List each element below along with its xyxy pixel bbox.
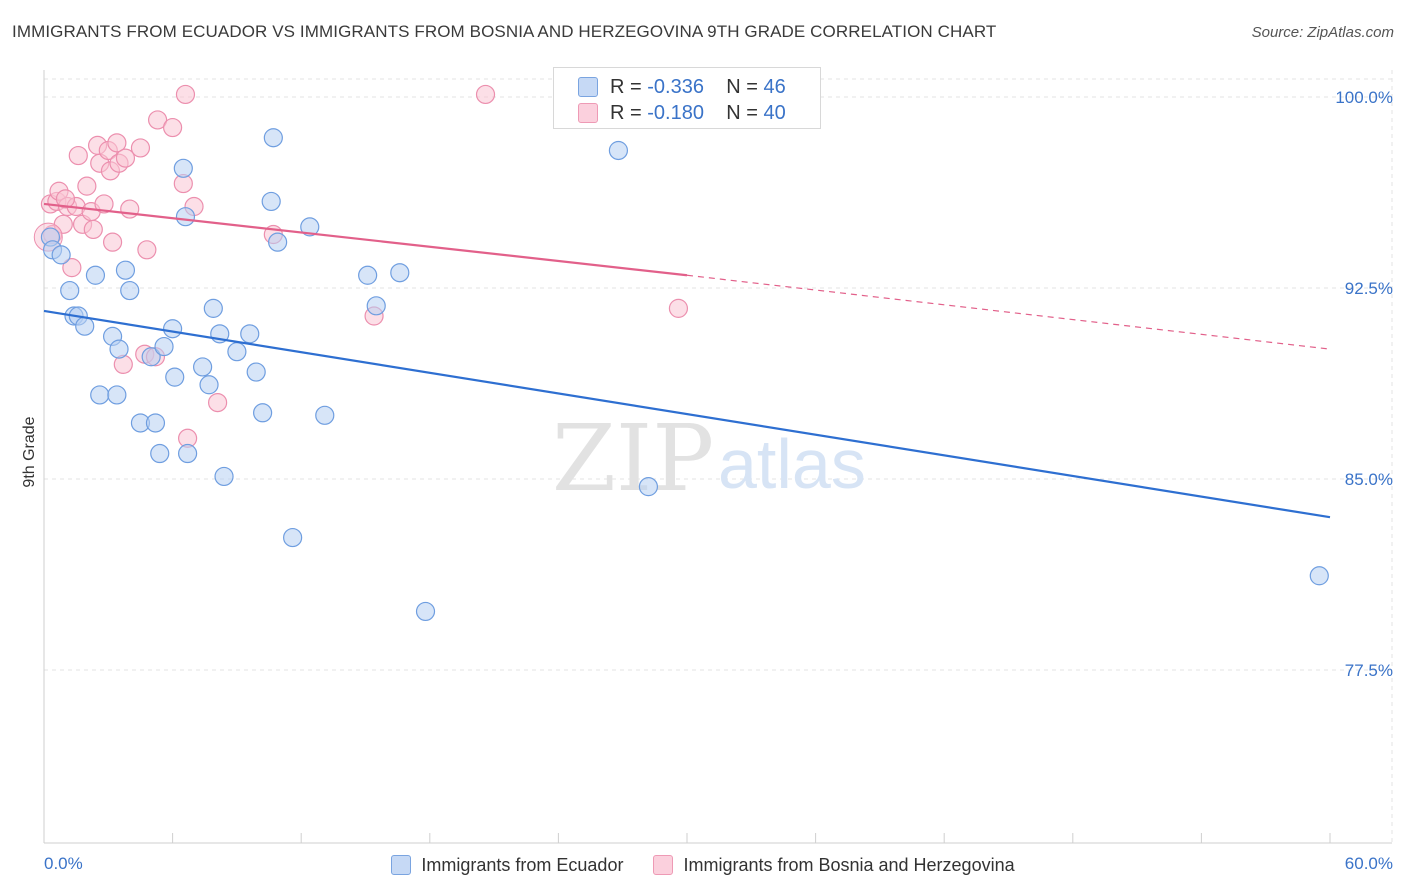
watermark-atlas: atlas — [718, 425, 866, 503]
bosnia-trend-extension — [686, 274, 1331, 350]
ecuador-point-40 — [390, 263, 410, 283]
ecuador-point-27 — [214, 466, 234, 487]
bosnia-point-15 — [94, 194, 114, 214]
legend-swatch-bosnia — [653, 855, 674, 875]
bosnia-point-12 — [83, 219, 103, 240]
x-tick-label-1: 60.0% — [1345, 854, 1393, 873]
ecuador-point-13 — [120, 280, 140, 301]
bosnia-point-8 — [68, 145, 88, 166]
ecuador-point-35 — [283, 527, 303, 548]
watermark: ZIP atlas — [552, 405, 866, 512]
ecuador-point-36 — [300, 217, 320, 237]
bosnia-point-19 — [107, 133, 127, 153]
ecuador-point-12 — [115, 260, 136, 280]
ecuador-point-7 — [85, 265, 106, 285]
legend-swatch-ecuador — [391, 855, 412, 875]
ecuador-point-11 — [109, 339, 129, 359]
ecuador-point-44 — [1309, 566, 1329, 586]
bosnia-point-36 — [475, 84, 496, 105]
ecuador-point-29 — [240, 324, 260, 344]
ecuador-point-10 — [107, 385, 127, 405]
legend-item-ecuador[interactable]: Immigrants from Ecuador — [391, 855, 623, 876]
ecuador-point-33 — [263, 128, 283, 148]
stats-text-ecuador: R = -0.336 N = 46 — [610, 75, 786, 98]
source-label: Source: — [1251, 24, 1304, 41]
ecuador-point-34 — [268, 232, 288, 252]
y-tick-label-1: 85.0% — [1345, 470, 1393, 489]
ecuador-point-31 — [253, 403, 273, 423]
y-tick-label-2: 92.5% — [1345, 279, 1393, 298]
y-axis-label: 9th Grade — [21, 416, 38, 487]
ecuador-point-21 — [175, 207, 196, 227]
ecuador-point-19 — [163, 319, 183, 339]
ecuador-point-43 — [638, 477, 659, 497]
bosnia-trend-line — [43, 202, 688, 277]
y-tick-label-0: 77.5% — [1345, 661, 1393, 680]
bosnia-point-28 — [163, 117, 183, 138]
ecuador-point-39 — [366, 296, 386, 316]
bosnia-point-18 — [102, 232, 123, 252]
ecuador-point-18 — [154, 336, 174, 357]
bosnia-point-23 — [120, 199, 140, 219]
bosnia-point-22 — [115, 148, 136, 168]
bottom-legend: Immigrants from Ecuador Immigrants from … — [0, 851, 1406, 879]
source-attribution: Source: ZipAtlas.com — [1252, 24, 1394, 41]
stats-text-bosnia: R = -0.180 N = 40 — [610, 101, 786, 124]
bosnia-point-26 — [137, 240, 157, 260]
ecuador-point-17 — [150, 443, 170, 464]
bosnia-swatch — [578, 103, 598, 123]
bosnia-point-37 — [668, 298, 689, 318]
ecuador-point-25 — [203, 298, 223, 318]
ecuador-point-2 — [51, 245, 71, 265]
stats-row-bosnia: R = -0.180 N = 40 — [578, 100, 786, 126]
ecuador-point-28 — [227, 342, 247, 362]
ecuador-point-24 — [199, 375, 219, 395]
y-tick-label-3: 100.0% — [1335, 88, 1393, 107]
x-tick-label-0: 0.0% — [44, 854, 83, 873]
legend-label-ecuador: Immigrants from Ecuador — [421, 854, 624, 875]
legend-item-bosnia[interactable]: Immigrants from Bosnia and Herzegovina — [653, 854, 1015, 876]
ecuador-point-20 — [165, 367, 185, 387]
ecuador-r-value: -0.336 — [647, 75, 704, 98]
ecuador-point-22 — [178, 443, 198, 464]
bosnia-n-value: 40 — [763, 101, 786, 124]
ecuador-trend-line — [43, 309, 1331, 519]
bosnia-point-24 — [130, 138, 151, 158]
bosnia-point-30 — [175, 84, 196, 105]
watermark-zip: ZIP — [552, 405, 714, 512]
ecuador-point-45 — [173, 158, 193, 178]
bosnia-point-6 — [62, 258, 82, 278]
ecuador-points — [40, 128, 1329, 622]
bosnia-r-value: -0.180 — [647, 101, 704, 124]
ecuador-point-3 — [60, 280, 80, 301]
bosnia-point-39 — [55, 189, 76, 209]
bosnia-point-27 — [147, 110, 168, 130]
ecuador-point-16 — [145, 413, 166, 433]
ecuador-point-32 — [261, 191, 281, 212]
ecuador-point-30 — [246, 362, 266, 382]
bosnia-point-33 — [208, 393, 228, 413]
ecuador-point-42 — [608, 140, 629, 161]
ecuador-point-37 — [315, 405, 335, 425]
ecuador-swatch — [578, 77, 598, 97]
stats-row-ecuador: R = -0.336 N = 46 — [578, 74, 786, 100]
trend-lines — [43, 202, 1331, 519]
ecuador-n-value: 46 — [763, 75, 786, 98]
ecuador-point-15 — [141, 347, 161, 367]
bosnia-point-10 — [77, 176, 97, 196]
ecuador-point-41 — [415, 601, 436, 622]
ecuador-point-38 — [358, 265, 378, 285]
chart-title: IMMIGRANTS FROM ECUADOR VS IMMIGRANTS FR… — [12, 22, 997, 41]
source-link[interactable]: ZipAtlas.com — [1307, 24, 1394, 41]
ecuador-point-8 — [90, 385, 110, 405]
ecuador-point-23 — [193, 357, 213, 377]
legend-label-bosnia: Immigrants from Bosnia and Herzegovina — [683, 854, 1015, 875]
stats-legend: R = -0.336 N = 46 R = -0.180 N = 40 — [553, 67, 821, 129]
ecuador-point-6 — [75, 316, 95, 336]
tick-labels: 77.5% 85.0% 92.5% 100.0% 0.0% 60.0% — [44, 88, 1393, 873]
